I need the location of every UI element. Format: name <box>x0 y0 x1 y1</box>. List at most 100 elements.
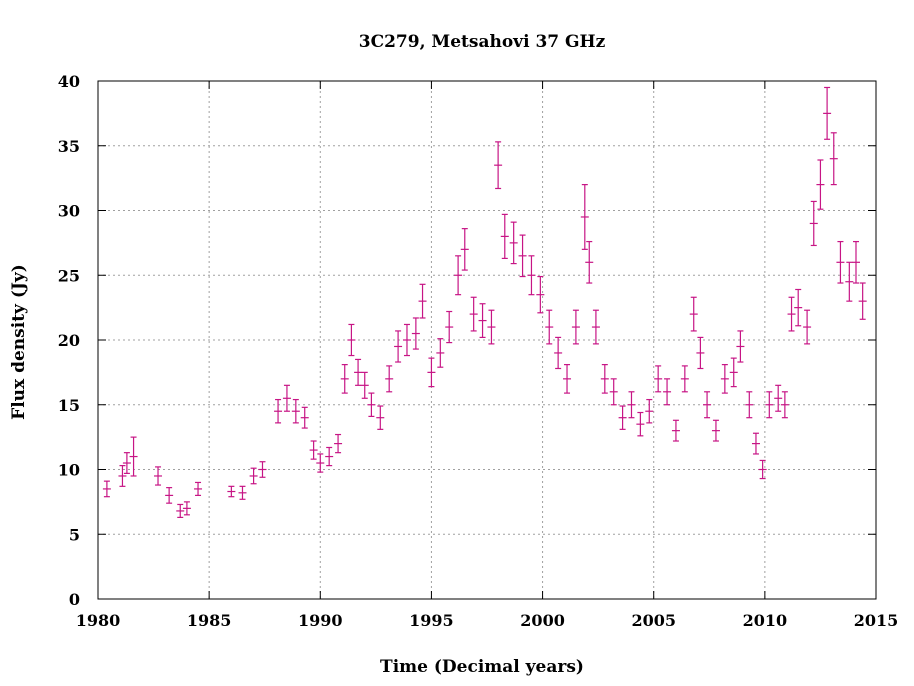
data-point <box>580 184 589 250</box>
data-point <box>494 141 503 190</box>
data-point <box>376 405 385 430</box>
data-point <box>500 213 509 260</box>
data-point <box>176 503 185 519</box>
data-point <box>360 371 369 399</box>
data-point <box>803 309 812 345</box>
data-point <box>518 234 527 278</box>
data-point <box>711 419 720 442</box>
data-point <box>258 461 267 478</box>
data-point <box>794 288 803 327</box>
data-point <box>454 255 463 296</box>
x-tick-label: 2005 <box>631 611 676 630</box>
data-point <box>645 398 654 424</box>
y-tick-label: 30 <box>58 202 80 221</box>
x-tick-label: 1980 <box>76 611 121 630</box>
data-point <box>194 481 203 496</box>
data-point <box>509 221 518 265</box>
data-point <box>585 240 594 284</box>
x-tick-label: 1995 <box>409 611 454 630</box>
data-point <box>354 358 363 386</box>
data-point <box>858 282 867 320</box>
data-point <box>478 303 487 339</box>
data-point <box>385 365 394 393</box>
data-point <box>654 365 663 393</box>
data-point <box>418 283 427 319</box>
data-point <box>609 378 618 406</box>
data-point <box>720 364 729 394</box>
data-point <box>487 309 496 345</box>
data-point <box>680 365 689 393</box>
data-point <box>787 296 796 332</box>
data-point <box>545 309 554 345</box>
data-point <box>591 309 600 345</box>
y-tick-label: 10 <box>58 461 80 480</box>
data-point <box>227 485 236 498</box>
data-point <box>249 467 258 485</box>
data-point <box>729 357 738 388</box>
x-tick-label: 2010 <box>743 611 788 630</box>
data-point <box>536 275 545 314</box>
data-point <box>845 261 854 302</box>
axes: 1980 1985 1990 1995 2000 2005 2010 2015 0 5 10 15 20… <box>58 72 899 630</box>
x-tick-label: 1990 <box>298 611 343 630</box>
data-point <box>394 330 403 363</box>
grid-lines <box>98 81 876 599</box>
chart-title: 3C279, Metsahovi 37 GHz <box>359 32 606 52</box>
data-point <box>736 330 745 363</box>
data-point <box>402 323 411 357</box>
data-point <box>122 452 131 474</box>
data-point <box>851 240 860 284</box>
data-point <box>340 364 349 394</box>
data-point <box>527 255 536 296</box>
data-point <box>469 296 478 332</box>
y-tick-label: 0 <box>69 590 80 609</box>
data-point <box>829 132 838 186</box>
data-point <box>118 465 127 487</box>
y-tick-label: 25 <box>58 266 80 285</box>
data-point <box>460 228 469 271</box>
data-point <box>165 487 174 504</box>
data-point <box>436 338 445 368</box>
data-point <box>291 398 300 424</box>
data-point <box>347 323 356 357</box>
data-point <box>182 501 191 516</box>
data-point <box>367 392 376 418</box>
data-point <box>102 480 111 498</box>
data-point <box>325 446 334 467</box>
data-point <box>696 336 705 370</box>
data-point <box>816 159 825 210</box>
data-point <box>663 378 672 406</box>
y-axis-label: Flux density (Jy) <box>9 264 29 420</box>
x-tick-label: 2000 <box>520 611 565 630</box>
data-point <box>316 453 325 473</box>
data-point <box>334 433 343 454</box>
y-tick-label: 20 <box>58 331 80 350</box>
data-point <box>274 398 283 424</box>
data-point <box>427 357 436 388</box>
data-point <box>300 406 309 429</box>
data-point <box>823 86 832 140</box>
data-point <box>809 200 818 247</box>
y-tick-label: 40 <box>58 72 80 91</box>
data-point <box>411 317 420 350</box>
y-tick-label: 5 <box>69 525 80 544</box>
x-tick-label: 1985 <box>187 611 232 630</box>
data-point <box>554 336 563 370</box>
x-axis-label: Time (Decimal years) <box>380 657 584 677</box>
data-point <box>780 391 789 419</box>
data-point <box>154 466 163 486</box>
plot-frame <box>97 80 877 600</box>
data-point <box>282 384 291 412</box>
data-point <box>238 485 247 500</box>
data-point <box>758 459 767 480</box>
data-points <box>102 86 867 519</box>
data-point <box>751 432 760 455</box>
data-point <box>563 364 572 394</box>
y-tick-label: 35 <box>58 137 80 156</box>
data-point <box>745 391 754 419</box>
x-tick-label: 2015 <box>854 611 899 630</box>
data-point <box>618 405 627 430</box>
data-point <box>765 391 774 419</box>
data-point <box>836 240 845 284</box>
data-point <box>689 296 698 332</box>
